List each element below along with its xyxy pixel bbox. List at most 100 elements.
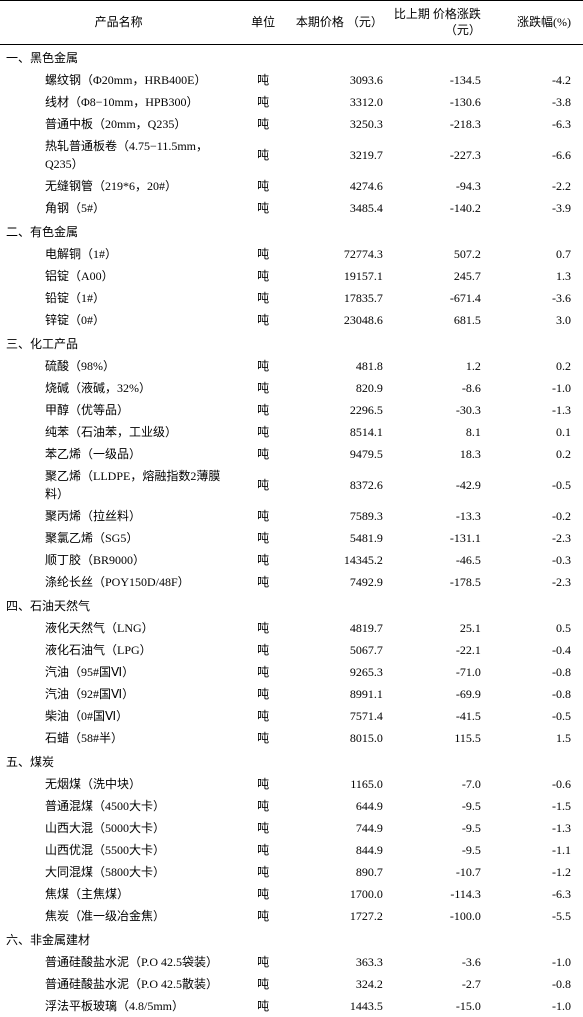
cell-price: 5481.9 [289,527,387,549]
cell-change: 1.2 [387,355,485,377]
header-name: 产品名称 [0,1,237,45]
section-title: 三、化工产品 [0,331,583,355]
cell-unit: 吨 [237,197,289,219]
header-price: 本期价格 （元） [289,1,387,45]
table-row: 涤纶长丝（POY150D/48F）吨7492.9-178.5-2.3 [0,571,583,593]
cell-price: 7492.9 [289,571,387,593]
cell-pct: -0.5 [485,705,583,727]
cell-unit: 吨 [237,883,289,905]
section-title: 一、黑色金属 [0,45,583,70]
cell-price: 324.2 [289,973,387,995]
cell-change: -3.6 [387,951,485,973]
cell-pct: -0.8 [485,661,583,683]
cell-change: 507.2 [387,243,485,265]
cell-unit: 吨 [237,861,289,883]
table-row: 浮法平板玻璃（4.8/5mm）吨1443.5-15.0-1.0 [0,995,583,1017]
table-row: 纯苯（石油苯，工业级）吨8514.18.10.1 [0,421,583,443]
cell-unit: 吨 [237,727,289,749]
cell-name: 焦煤（主焦煤） [0,883,237,905]
table-row: 铝锭（A00）吨19157.1245.71.3 [0,265,583,287]
cell-pct: -2.3 [485,571,583,593]
cell-unit: 吨 [237,69,289,91]
cell-price: 820.9 [289,377,387,399]
cell-pct: -1.2 [485,861,583,883]
cell-change: -140.2 [387,197,485,219]
table-row: 无烟煤（洗中块）吨1165.0-7.0-0.6 [0,773,583,795]
cell-pct: -0.5 [485,465,583,505]
cell-pct: -6.3 [485,883,583,905]
cell-pct: -0.6 [485,773,583,795]
cell-name: 大同混煤（5800大卡） [0,861,237,883]
cell-pct: 0.2 [485,443,583,465]
cell-price: 23048.6 [289,309,387,331]
cell-pct: -1.3 [485,399,583,421]
cell-unit: 吨 [237,995,289,1017]
cell-unit: 吨 [237,399,289,421]
table-row: 汽油（95#国Ⅵ）吨9265.3-71.0-0.8 [0,661,583,683]
cell-change: 8.1 [387,421,485,443]
cell-unit: 吨 [237,571,289,593]
cell-price: 4819.7 [289,617,387,639]
cell-change: -30.3 [387,399,485,421]
cell-change: -13.3 [387,505,485,527]
cell-pct: -0.2 [485,505,583,527]
cell-price: 19157.1 [289,265,387,287]
cell-change: -9.5 [387,795,485,817]
cell-unit: 吨 [237,661,289,683]
cell-price: 8372.6 [289,465,387,505]
table-row: 烧碱（液碱，32%）吨820.9-8.6-1.0 [0,377,583,399]
section-title: 五、煤炭 [0,749,583,773]
cell-price: 3485.4 [289,197,387,219]
table-row: 液化石油气（LPG）吨5067.7-22.1-0.4 [0,639,583,661]
cell-name: 普通硅酸盐水泥（P.O 42.5袋装） [0,951,237,973]
cell-name: 顺丁胶（BR9000） [0,549,237,571]
cell-change: -671.4 [387,287,485,309]
cell-unit: 吨 [237,973,289,995]
cell-name: 汽油（92#国Ⅵ） [0,683,237,705]
table-row: 普通混煤（4500大卡）吨644.9-9.5-1.5 [0,795,583,817]
cell-name: 烧碱（液碱，32%） [0,377,237,399]
cell-name: 汽油（95#国Ⅵ） [0,661,237,683]
header-pct: 涨跌幅(%) [485,1,583,45]
table-row: 螺纹钢（Φ20mm，HRB400E）吨3093.6-134.5-4.2 [0,69,583,91]
cell-change: -22.1 [387,639,485,661]
cell-name: 锌锭（0#） [0,309,237,331]
cell-unit: 吨 [237,135,289,175]
cell-price: 14345.2 [289,549,387,571]
cell-change: -71.0 [387,661,485,683]
cell-change: -8.6 [387,377,485,399]
cell-name: 普通混煤（4500大卡） [0,795,237,817]
cell-pct: -0.8 [485,683,583,705]
cell-name: 苯乙烯（一级品） [0,443,237,465]
cell-pct: -6.3 [485,113,583,135]
cell-change: 245.7 [387,265,485,287]
cell-change: -10.7 [387,861,485,883]
section-title-cell: 六、非金属建材 [0,927,583,951]
cell-name: 热轧普通板卷（4.75−11.5mm，Q235） [0,135,237,175]
cell-change: -2.7 [387,973,485,995]
cell-unit: 吨 [237,243,289,265]
cell-pct: -1.0 [485,951,583,973]
cell-pct: -4.2 [485,69,583,91]
cell-price: 2296.5 [289,399,387,421]
cell-change: -131.1 [387,527,485,549]
header-unit: 单位 [237,1,289,45]
cell-price: 17835.7 [289,287,387,309]
cell-unit: 吨 [237,175,289,197]
section-title-cell: 二、有色金属 [0,219,583,243]
table-row: 普通硅酸盐水泥（P.O 42.5散装）吨324.2-2.7-0.8 [0,973,583,995]
cell-pct: -3.9 [485,197,583,219]
cell-pct: -6.6 [485,135,583,175]
cell-change: -9.5 [387,817,485,839]
cell-price: 644.9 [289,795,387,817]
cell-change: -7.0 [387,773,485,795]
cell-name: 涤纶长丝（POY150D/48F） [0,571,237,593]
cell-unit: 吨 [237,617,289,639]
cell-pct: -0.4 [485,639,583,661]
cell-unit: 吨 [237,773,289,795]
cell-change: -46.5 [387,549,485,571]
cell-name: 电解铜（1#） [0,243,237,265]
cell-name: 液化天然气（LNG） [0,617,237,639]
table-body: 一、黑色金属螺纹钢（Φ20mm，HRB400E）吨3093.6-134.5-4.… [0,45,583,1017]
cell-change: -100.0 [387,905,485,927]
